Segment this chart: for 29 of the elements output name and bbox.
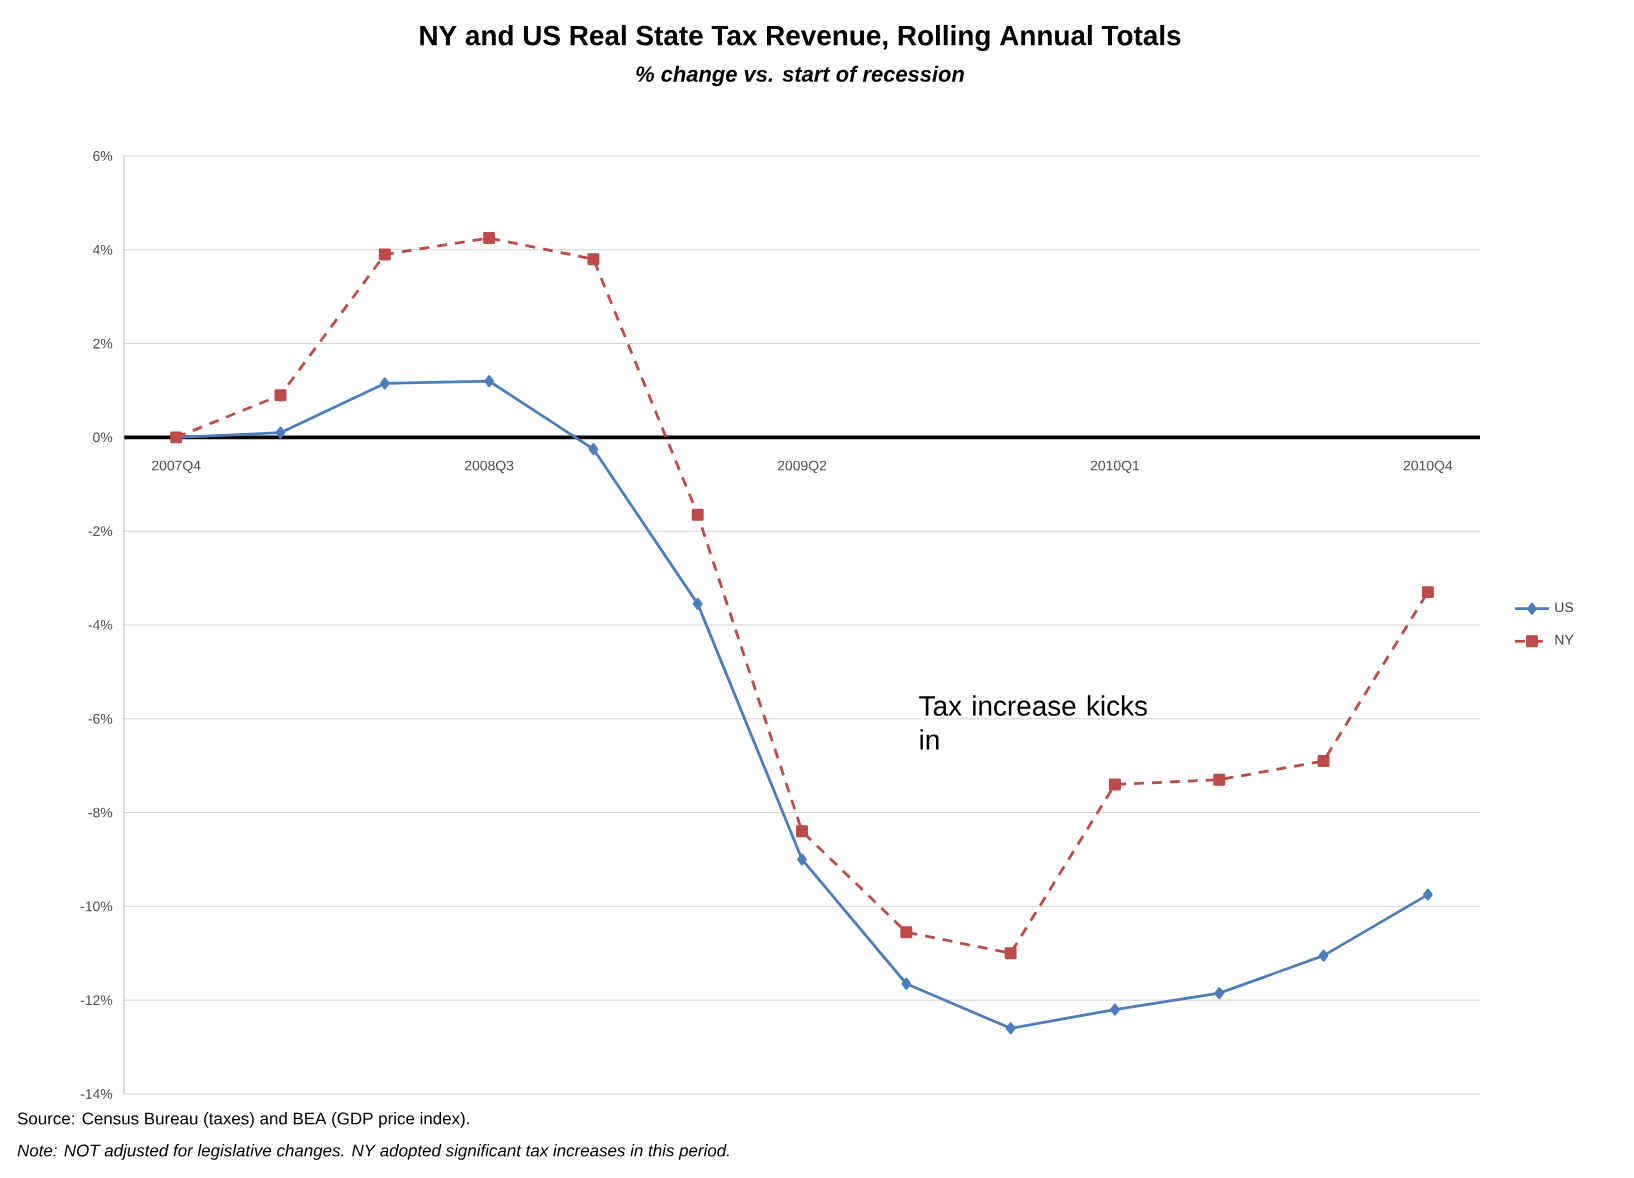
point <box>483 232 496 245</box>
point <box>1423 888 1433 901</box>
point <box>901 977 912 990</box>
point <box>484 375 494 388</box>
point <box>1213 773 1226 786</box>
chart-title: NY and US Real State Tax Revenue, Rolling Annual Totals <box>420 24 1181 52</box>
point <box>1214 987 1225 1000</box>
point <box>275 426 286 439</box>
point <box>692 597 703 610</box>
source-note: Source: Census Bureau (taxes) and BEA (GDP price index). <box>17 1112 469 1128</box>
point <box>587 253 600 266</box>
text: Note: NOT adjusted for legislative changes. NY adopted significant tax increases in this period. <box>17 1144 729 1160</box>
chart-subtitle: % change vs. start of recession <box>636 65 964 87</box>
point <box>588 443 599 456</box>
point <box>1421 586 1434 599</box>
point <box>1318 949 1329 962</box>
point <box>1110 1003 1120 1016</box>
annotation: Tax increase kicks in <box>919 695 1147 750</box>
point <box>796 825 808 838</box>
point <box>900 926 913 939</box>
point <box>1005 1022 1016 1035</box>
point <box>797 853 807 866</box>
point <box>274 389 287 402</box>
point <box>378 248 391 261</box>
point <box>1317 755 1330 767</box>
point <box>691 508 704 521</box>
point <box>1108 778 1121 791</box>
point <box>379 377 390 390</box>
point <box>1004 947 1017 960</box>
